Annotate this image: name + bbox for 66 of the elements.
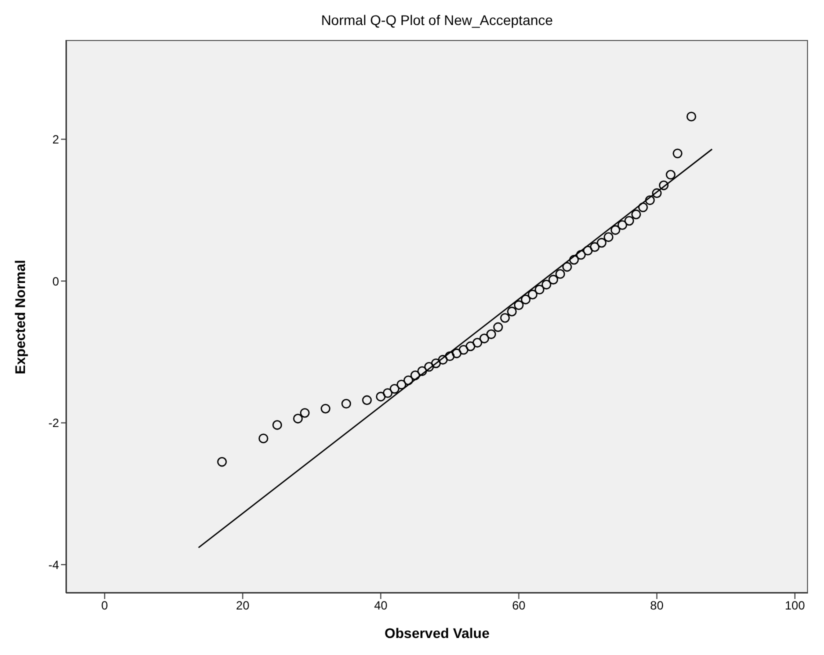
point (272, 420, 282, 430)
point (507, 306, 517, 316)
x-axis-title: Observed Value (383, 625, 491, 641)
point (534, 284, 544, 294)
x-tick-label: 0 (101, 598, 108, 613)
x-tick-label: 20 (236, 598, 250, 613)
point (686, 112, 696, 122)
point (320, 404, 330, 414)
point (444, 351, 455, 362)
point (396, 380, 406, 390)
point (479, 334, 490, 344)
y-axis-title: Expected Normal (12, 259, 28, 374)
chart-title: Normal Q-Q Plot of New_Acceptance (320, 12, 554, 28)
x-tick-label: 40 (374, 598, 388, 613)
point (500, 313, 510, 323)
point (404, 375, 414, 386)
y-tick-label: -2 (48, 416, 60, 430)
point (382, 388, 392, 398)
point (658, 180, 669, 190)
point (666, 170, 676, 180)
point (362, 395, 372, 406)
point (390, 384, 400, 394)
point (672, 148, 682, 158)
point (258, 434, 268, 444)
point (472, 338, 482, 348)
y-tick-label: -4 (48, 558, 60, 572)
point (645, 195, 655, 206)
point (652, 188, 662, 198)
point (604, 232, 614, 242)
point (610, 225, 620, 235)
y-tick-label: 2 (52, 132, 60, 147)
point (576, 250, 586, 260)
point (555, 269, 566, 279)
point (548, 274, 558, 284)
point (376, 392, 386, 402)
point (520, 294, 531, 304)
point (410, 370, 420, 380)
point (217, 456, 227, 467)
x-tick-label: 60 (512, 598, 526, 613)
point (438, 354, 448, 365)
point (424, 362, 434, 372)
point (582, 246, 593, 256)
point (596, 238, 606, 248)
point (293, 414, 303, 424)
y-tick-label: 0 (52, 274, 60, 288)
point (486, 329, 496, 340)
point (417, 366, 428, 376)
point (624, 216, 634, 226)
point (569, 254, 579, 265)
point (528, 290, 538, 300)
point (542, 280, 552, 290)
x-tick-label: 80 (650, 598, 664, 613)
x-tick-label: 100 (784, 598, 806, 613)
point (638, 202, 648, 212)
point (458, 344, 468, 355)
point (590, 242, 600, 252)
point (452, 348, 462, 358)
point (300, 408, 310, 418)
point (514, 300, 524, 310)
point (466, 341, 476, 352)
point (493, 322, 503, 332)
point (431, 358, 441, 368)
point (562, 262, 572, 272)
point (617, 220, 628, 230)
point (631, 210, 641, 220)
point (341, 398, 352, 409)
